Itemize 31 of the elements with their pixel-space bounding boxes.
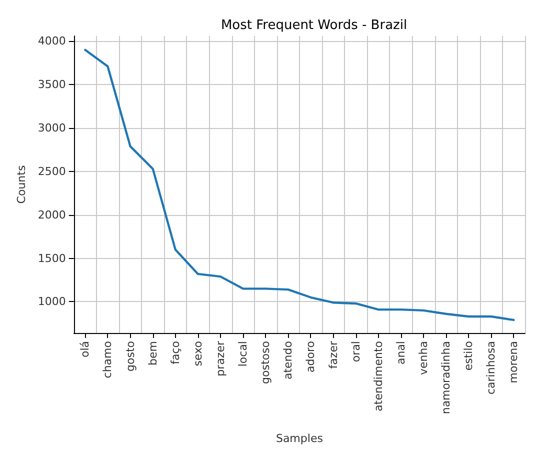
x-tick-label: anal (394, 341, 408, 365)
x-tick-label: faço (168, 340, 182, 364)
x-tick-label: prazer (214, 340, 228, 376)
y-tick-label: 3000 (38, 122, 66, 135)
x-tick-label: adoro (304, 340, 318, 372)
x-tick-label: venha (417, 341, 430, 375)
y-tick-label: 4000 (38, 34, 66, 48)
x-tick-label: gosto (124, 340, 137, 372)
x-axis-title: Samples (276, 432, 324, 445)
x-tick-label: sexo (191, 340, 204, 366)
y-tick-label: 3500 (38, 78, 66, 92)
x-tick-label: local (236, 341, 250, 367)
chart-title: Most Frequent Words - Brazil (220, 18, 408, 33)
y-axis-title: Counts (15, 165, 28, 204)
x-tick-label: estilo (462, 340, 476, 371)
y-tick-label: 2500 (38, 164, 66, 178)
y-tick-label: 2000 (38, 208, 66, 222)
x-tick-label: atendo (282, 340, 295, 380)
x-tick-label: atendimento (372, 340, 385, 412)
x-tick-label: fazer (326, 340, 340, 369)
x-tick-label: morena (507, 341, 520, 384)
line-series (84, 48, 515, 322)
y-tick-label: 1000 (38, 295, 66, 308)
y-tick-label: 1500 (38, 252, 66, 265)
x-tick-label: gostoso (259, 340, 272, 384)
x-tick-label: oral (349, 341, 362, 362)
x-tick-label: bem (146, 341, 160, 366)
x-tick-label: chamo (101, 340, 114, 378)
x-tick-label: namoradinha (440, 341, 453, 414)
x-tick-label: carinhosa (484, 341, 498, 395)
x-tick-label: olá (78, 341, 92, 358)
